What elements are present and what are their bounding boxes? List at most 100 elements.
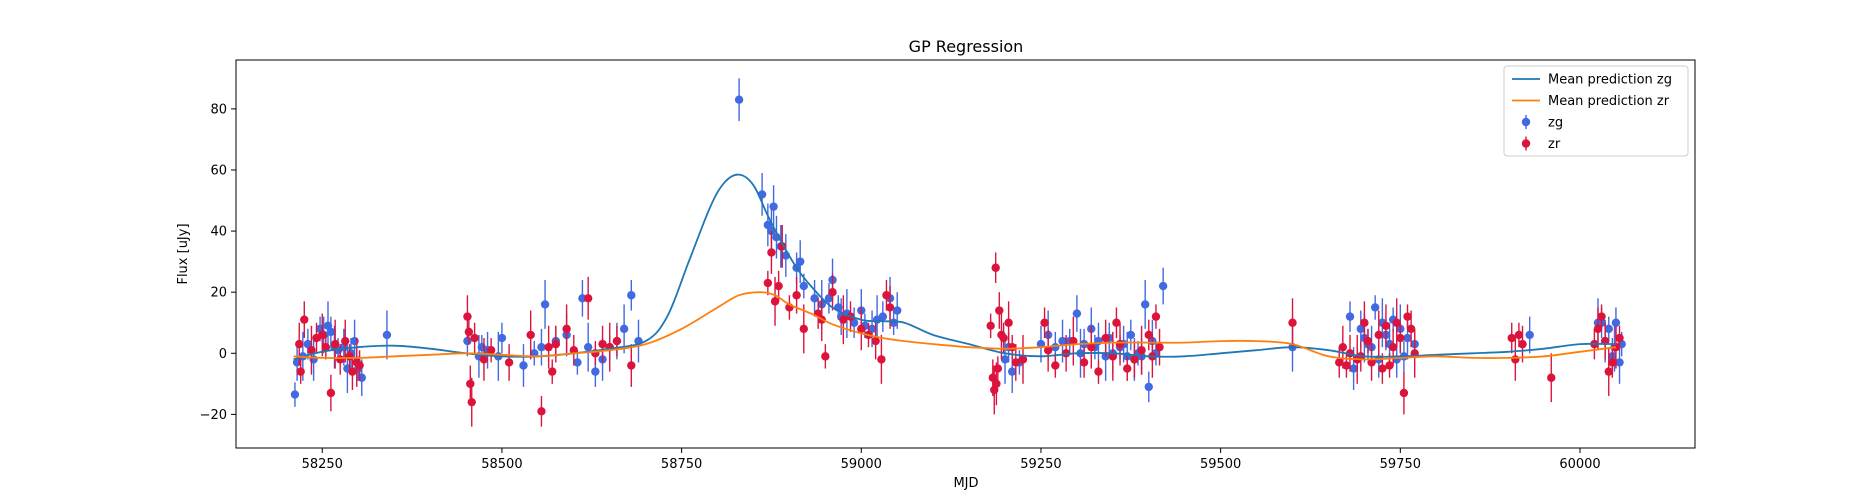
point-zg	[382, 330, 392, 340]
point-zg	[824, 294, 834, 303]
point-zg	[893, 306, 902, 315]
point-zr	[839, 315, 848, 324]
y-tick-label: −20	[200, 408, 227, 423]
x-axis: 58250 58500 58750 59000 59250 59500 59750 60000	[302, 448, 1601, 472]
point-zg	[357, 373, 366, 382]
point-zr	[1388, 342, 1398, 352]
point-zg	[1072, 309, 1082, 318]
point-zg	[1615, 358, 1624, 367]
x-tick-label: 60000	[1559, 457, 1600, 472]
point-zr	[1396, 333, 1405, 343]
point-zg	[1051, 342, 1060, 352]
point-zr	[1507, 333, 1516, 343]
point-zg	[1345, 312, 1355, 321]
point-zr	[1087, 342, 1096, 352]
point-zr	[882, 291, 891, 300]
y-tick-label: 80	[210, 102, 227, 117]
point-zr	[1130, 355, 1139, 364]
point-zg	[537, 342, 546, 352]
point-zg	[578, 294, 587, 303]
point-zg	[309, 355, 318, 364]
point-zr	[1611, 342, 1621, 352]
point-zg	[1403, 333, 1412, 343]
point-zr	[1597, 312, 1606, 321]
point-zg	[530, 349, 539, 358]
point-zg	[878, 312, 888, 321]
legend-label: zr	[1548, 137, 1561, 152]
point-zr	[336, 355, 345, 364]
point-zg	[1140, 300, 1150, 309]
point-zg	[1349, 364, 1358, 373]
point-zg	[1525, 330, 1534, 340]
y-tick-label: 60	[210, 163, 227, 178]
point-zg	[540, 300, 550, 309]
point-zr	[1011, 358, 1021, 367]
point-zr	[1040, 318, 1049, 327]
x-tick-label: 58250	[302, 457, 343, 472]
point-zr	[1115, 339, 1125, 349]
point-zr	[828, 287, 837, 297]
y-tick-label: 20	[210, 286, 227, 301]
point-zg	[763, 220, 773, 230]
point-zr	[1338, 342, 1348, 352]
point-zr	[526, 330, 535, 340]
point-zr	[295, 339, 304, 349]
point-zr	[504, 358, 514, 367]
x-tick-label: 59000	[841, 457, 882, 472]
point-zr	[348, 367, 357, 376]
point-zr	[1593, 324, 1603, 334]
point-zg	[849, 318, 859, 327]
point-zg	[1356, 324, 1365, 334]
point-zg	[290, 390, 300, 399]
point-zr	[792, 291, 801, 300]
point-zr	[763, 278, 773, 288]
y-tick-label: 0	[219, 347, 227, 362]
point-zr	[1511, 355, 1520, 364]
point-zg	[1370, 303, 1380, 312]
y-axis-label: Flux [uJy]	[176, 223, 191, 284]
series-zr	[295, 224, 1624, 427]
point-zr	[307, 346, 316, 355]
point-zr	[986, 321, 995, 330]
legend-point-swatch	[1521, 117, 1531, 127]
point-zr	[1288, 318, 1297, 327]
x-tick-label: 59750	[1380, 457, 1421, 472]
point-zr	[1094, 367, 1103, 376]
point-zr	[992, 379, 1001, 389]
point-zr	[300, 315, 309, 324]
point-zr	[463, 312, 472, 321]
point-zr	[479, 355, 489, 364]
point-zg	[1058, 336, 1067, 346]
point-zg	[769, 202, 778, 211]
point-zr	[1004, 318, 1013, 327]
point-zr	[1406, 324, 1416, 334]
point-zr	[326, 388, 336, 398]
point-zr	[799, 324, 808, 334]
point-zr	[1043, 346, 1053, 355]
point-zg	[1126, 330, 1136, 340]
point-zg	[1000, 355, 1010, 364]
mean-line-zr	[293, 291, 1617, 361]
point-zr	[1137, 346, 1146, 355]
plot-area	[290, 78, 1626, 427]
legend-label: zg	[1548, 116, 1563, 131]
point-zg	[519, 361, 528, 370]
point-zr	[1367, 358, 1376, 367]
point-zr	[1374, 330, 1383, 340]
point-zr	[767, 248, 776, 257]
point-zr	[1112, 318, 1121, 327]
legend-label: Mean prediction zr	[1548, 94, 1670, 109]
point-zg	[619, 324, 629, 334]
point-zr	[1151, 312, 1161, 321]
point-zg	[326, 327, 336, 337]
point-zr	[857, 324, 866, 334]
point-zr	[993, 364, 1003, 373]
point-zr	[770, 297, 780, 306]
chart-title: GP Regression	[909, 37, 1024, 56]
point-zr	[1144, 330, 1153, 340]
point-zr	[1518, 339, 1527, 349]
point-zg	[1008, 367, 1017, 376]
point-zr	[1604, 367, 1613, 376]
point-zr	[1547, 373, 1556, 382]
point-zg	[1158, 281, 1168, 291]
